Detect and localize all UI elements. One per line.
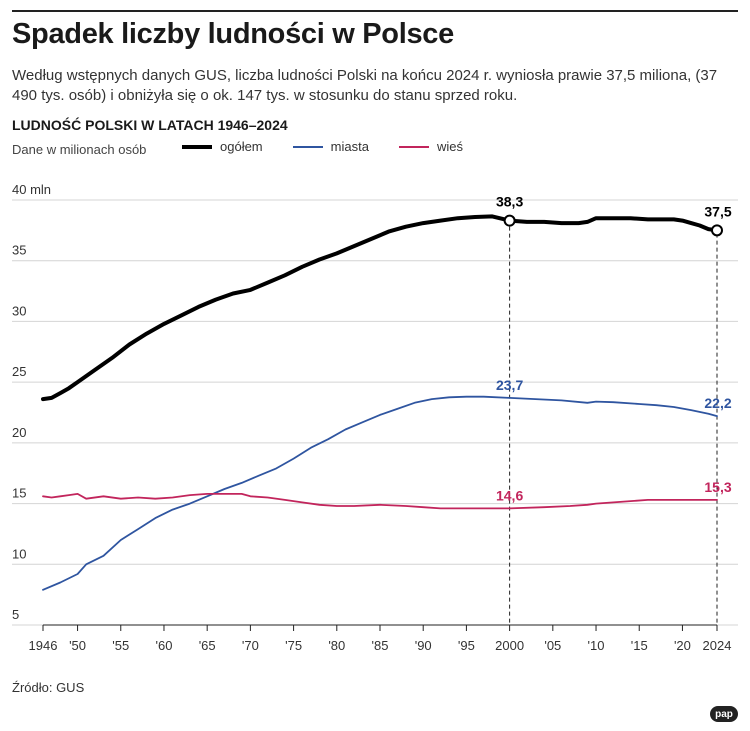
page-title: Spadek liczby ludności w Polsce — [12, 18, 454, 50]
x-tick-label: '60 — [155, 638, 172, 653]
x-tick-label: '05 — [544, 638, 561, 653]
x-tick-label: '50 — [69, 638, 86, 653]
data-label: 14,6 — [496, 487, 523, 503]
top-rule — [12, 10, 738, 12]
series-line-rural — [42, 493, 718, 510]
legend-item-total: ogółem — [182, 139, 263, 154]
series-line-urban — [42, 395, 718, 591]
point-marker — [711, 224, 723, 237]
y-tick-label: 10 — [12, 546, 26, 561]
data-label: 38,3 — [496, 194, 523, 210]
x-tick-label: '75 — [285, 638, 302, 653]
x-tick-label: '85 — [372, 638, 389, 653]
point-marker — [503, 214, 516, 227]
legend-item-urban: miasta — [292, 139, 369, 154]
x-tick-label: '10 — [588, 638, 605, 653]
y-tick-label: 30 — [12, 303, 26, 318]
chart-units: Dane w milionach osób — [12, 142, 147, 157]
x-tick-label: '20 — [674, 638, 691, 653]
data-label: 22,2 — [704, 395, 731, 411]
data-label: 37,5 — [704, 203, 731, 219]
data-label: 23,7 — [496, 377, 523, 393]
legend-label-rural: wieś — [436, 139, 463, 154]
x-tick-label: '90 — [415, 638, 432, 653]
page-subtitle: Według wstępnych danych GUS, liczba ludn… — [12, 67, 718, 104]
legend-label-urban: miasta — [330, 139, 369, 154]
legend-item-rural: wieś — [398, 139, 463, 154]
y-tick-label: 35 — [12, 243, 26, 258]
source-note: Źródło: GUS — [12, 680, 85, 695]
y-tick-label: 15 — [12, 486, 26, 501]
x-tick-label: '15 — [631, 638, 648, 653]
data-label: 15,3 — [704, 479, 731, 495]
x-tick-label: '65 — [199, 638, 216, 653]
x-tick-label: '95 — [458, 638, 475, 653]
y-tick-label: 20 — [12, 425, 26, 440]
x-tick-label: '80 — [328, 638, 345, 653]
x-tick-label: 2024 — [703, 638, 732, 653]
x-tick-label: 2000 — [495, 638, 524, 653]
y-tick-label: 40 mln — [12, 182, 51, 197]
population-line-chart: 40 mln 35 30 25 20 15 10 5 1946 '50 '55 '60 '65 '70 '7… — [12, 182, 738, 653]
x-tick-label: 1946 — [29, 638, 58, 653]
x-tick-label: '55 — [112, 638, 129, 653]
series-line-total — [41, 214, 719, 402]
pap-logo: pap — [710, 706, 738, 722]
legend-swatch-urban — [292, 145, 323, 148]
y-tick-label: 5 — [12, 607, 19, 622]
y-tick-label: 25 — [12, 364, 26, 379]
legend-swatch-total — [182, 144, 212, 149]
legend-label-total: ogółem — [220, 139, 263, 154]
x-tick-label: '70 — [242, 638, 259, 653]
legend: ogółem miasta wieś — [182, 139, 493, 154]
chart-title: LUDNOŚĆ POLSKI W LATACH 1946–2024 — [12, 117, 288, 133]
legend-swatch-rural — [398, 145, 429, 148]
